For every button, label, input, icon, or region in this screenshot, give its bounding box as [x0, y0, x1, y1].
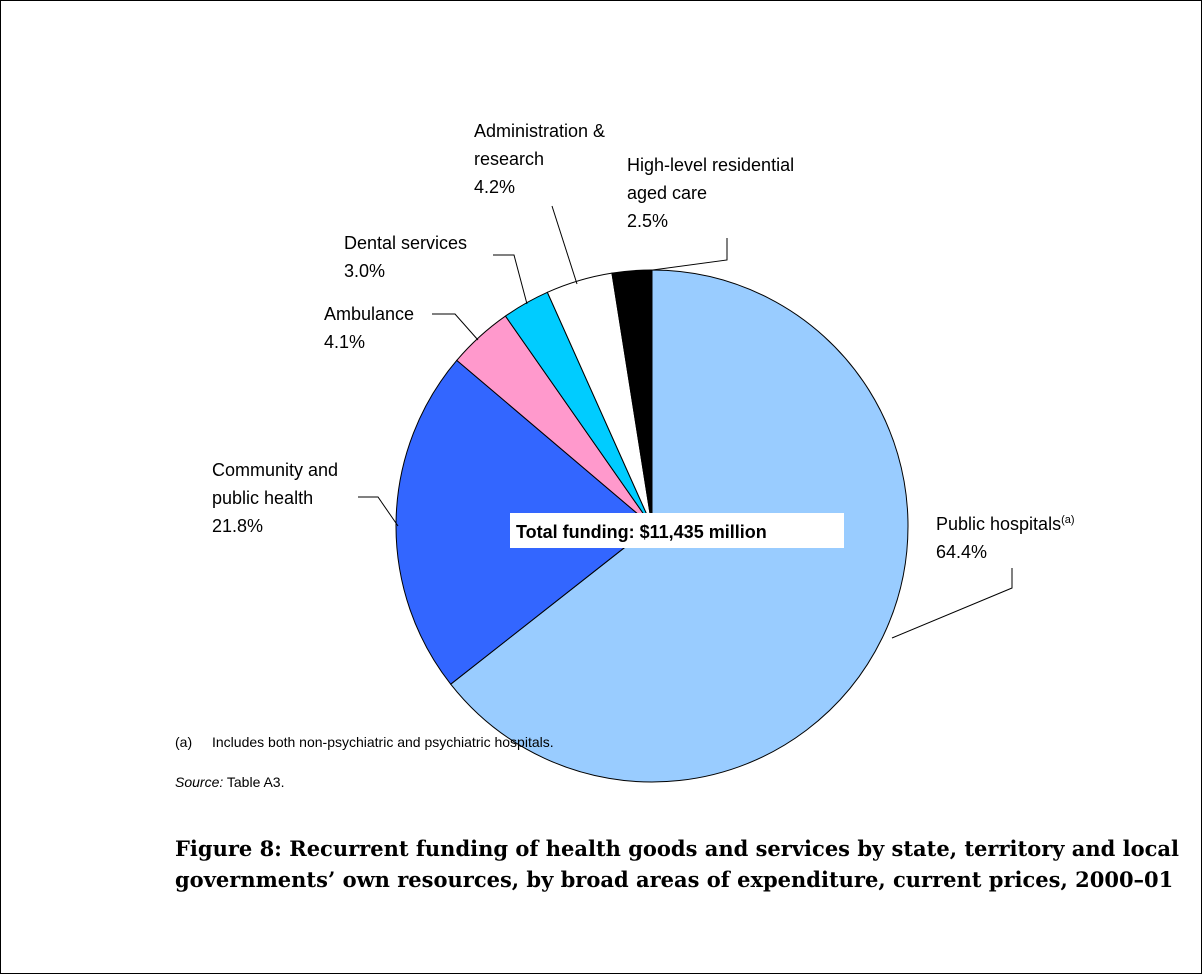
slice-labels: Public hospitals(a) 64.4% Community and pub… — [212, 121, 1075, 562]
footnote-marker: (a) — [175, 734, 193, 750]
leader-ambulance — [432, 313, 479, 341]
footnote: (a) Includes both non-psychiatric and psy… — [175, 734, 554, 750]
center-total-background — [510, 513, 844, 548]
center-total-box: Total funding: $11,435 million — [510, 513, 844, 548]
source-note: Source: Table A3. — [175, 774, 285, 790]
source-label: Source: — [175, 774, 224, 790]
label-public-hospitals: Public hospitals(a) 64.4% — [936, 514, 1075, 562]
label-ambulance: Ambulance 4.1% — [324, 304, 414, 352]
leader-community — [358, 496, 399, 527]
source-text: Table A3. — [223, 774, 285, 790]
label-admin: Administration & research 4.2% — [474, 121, 605, 197]
center-total-label: Total funding: $11,435 million — [516, 522, 767, 542]
leader-admin — [551, 205, 578, 285]
footnote-text: Includes both non-psychiatric and psychi… — [212, 734, 554, 750]
label-dental: Dental services 3.0% — [344, 233, 467, 281]
leader-dental — [493, 254, 528, 305]
label-leader-lines — [358, 205, 1013, 639]
leader-aged-care — [629, 238, 728, 274]
label-aged-care: High-level residential aged care 2.5% — [627, 155, 794, 231]
label-community: Community and public health 21.8% — [212, 460, 338, 536]
figure-caption: Figure 8: Recurrent funding of health go… — [175, 836, 1180, 892]
leader-public-hospitals — [891, 568, 1013, 639]
